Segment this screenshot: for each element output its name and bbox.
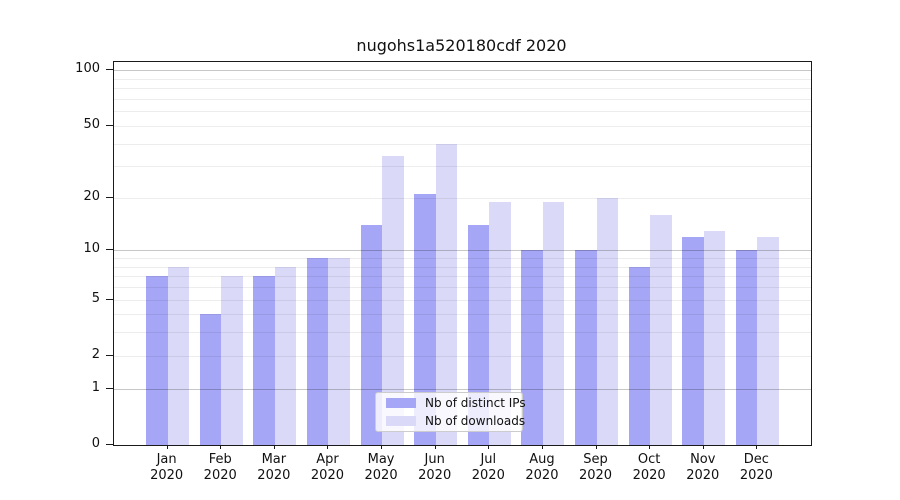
x-tick-mark-jul <box>488 445 490 449</box>
gridline-major-100 <box>114 70 811 72</box>
x-tick-mark-dec <box>756 445 758 449</box>
x-tick-label-feb: Feb 2020 <box>203 452 237 483</box>
y-tick-mark-2 <box>106 354 113 356</box>
bar-downloads-mar <box>274 266 297 445</box>
bar-downloads-jul <box>489 201 511 445</box>
y-tick-mark-0 <box>106 444 113 445</box>
x-tick-mark-may <box>381 445 383 449</box>
legend-item-distinct-ips: Nb of distinct IPs <box>376 396 526 410</box>
y-tick-label-5: 5 <box>91 290 100 306</box>
gridline-minor-90 <box>114 78 811 80</box>
bar-downloads-jun <box>435 143 458 445</box>
x-tick-label-mar: Mar 2020 <box>257 452 291 483</box>
x-tick-mark-feb <box>220 445 222 449</box>
x-tick-mark-mar <box>273 445 275 449</box>
gridline-minor-30 <box>114 166 811 168</box>
bar-distinct-ips-apr <box>307 258 329 445</box>
x-tick-mark-sep <box>595 445 597 449</box>
x-tick-label-dec: Dec 2020 <box>739 452 773 483</box>
y-tick-label-0: 0 <box>91 436 100 451</box>
bar-distinct-ips-may <box>360 225 383 445</box>
x-tick-mark-nov <box>702 445 704 449</box>
bar-distinct-ips-jul <box>467 225 490 445</box>
legend-swatch-distinct-ips <box>386 398 416 408</box>
y-tick-mark-20 <box>106 196 113 198</box>
x-tick-mark-oct <box>649 445 651 449</box>
gridline-minor-70 <box>114 98 811 100</box>
bar-downloads-feb <box>221 276 243 445</box>
y-tick-mark-50 <box>106 124 113 126</box>
bar-downloads-aug <box>542 201 565 445</box>
x-tick-mark-apr <box>327 445 329 449</box>
x-tick-mark-jan <box>166 445 168 449</box>
bar-downloads-jan <box>167 266 190 445</box>
bar-downloads-dec <box>757 236 779 445</box>
bar-distinct-ips-mar <box>253 276 275 445</box>
bar-distinct-ips-sep <box>575 250 597 445</box>
bar-downloads-nov <box>703 230 726 445</box>
y-tick-mark-5 <box>106 298 113 300</box>
legend-label-downloads: Nb of downloads <box>425 414 526 428</box>
gridline-minor-80 <box>114 88 811 90</box>
y-tick-label-50: 50 <box>83 116 100 132</box>
bar-downloads-oct <box>650 215 672 445</box>
x-tick-label-sep: Sep 2020 <box>578 452 613 483</box>
gridline-minor-50 <box>114 125 811 127</box>
y-tick-label-100: 100 <box>75 61 100 77</box>
legend-label-distinct-ips: Nb of distinct IPs <box>425 396 526 410</box>
x-tick-mark-aug <box>541 445 543 449</box>
x-tick-label-jun: Jun 2020 <box>418 452 452 483</box>
legend-item-downloads: Nb of downloads <box>376 414 526 428</box>
x-tick-label-apr: Apr 2020 <box>310 452 344 483</box>
x-tick-label-jan: Jan 2020 <box>150 452 184 483</box>
bar-distinct-ips-oct <box>628 266 651 445</box>
gridline-minor-20 <box>114 197 811 199</box>
x-tick-label-oct: Oct 2020 <box>632 452 666 483</box>
y-tick-mark-10 <box>106 249 113 251</box>
gridline-minor-60 <box>114 111 811 113</box>
y-tick-mark-1 <box>106 387 113 389</box>
y-tick-label-2: 2 <box>91 346 100 362</box>
bar-downloads-may <box>382 156 404 445</box>
x-tick-label-jul: Jul 2020 <box>471 452 505 483</box>
bar-distinct-ips-jun <box>414 194 436 445</box>
legend: Nb of distinct IPs Nb of downloads <box>375 392 526 432</box>
bar-distinct-ips-feb <box>199 314 222 445</box>
x-tick-mark-jun <box>434 445 436 449</box>
y-tick-label-20: 20 <box>83 188 100 204</box>
chart-title: nugohs1a520180cdf 2020 <box>356 36 567 55</box>
bar-downloads-apr <box>328 258 350 445</box>
bar-distinct-ips-dec <box>735 250 758 445</box>
x-tick-label-may: May 2020 <box>364 452 398 483</box>
y-tick-label-10: 10 <box>83 241 100 257</box>
x-tick-label-aug: Aug 2020 <box>525 452 559 483</box>
gridline-minor-40 <box>114 143 811 145</box>
bar-distinct-ips-aug <box>521 250 543 445</box>
y-tick-mark-100 <box>106 69 113 71</box>
bar-distinct-ips-nov <box>682 236 704 445</box>
x-tick-label-nov: Nov 2020 <box>686 452 720 483</box>
y-tick-label-1: 1 <box>91 379 100 395</box>
bar-distinct-ips-jan <box>146 276 168 445</box>
bar-downloads-sep <box>596 197 618 445</box>
legend-swatch-downloads <box>386 416 416 426</box>
plot-area: Nb of distinct IPs Nb of downloads <box>113 61 812 446</box>
